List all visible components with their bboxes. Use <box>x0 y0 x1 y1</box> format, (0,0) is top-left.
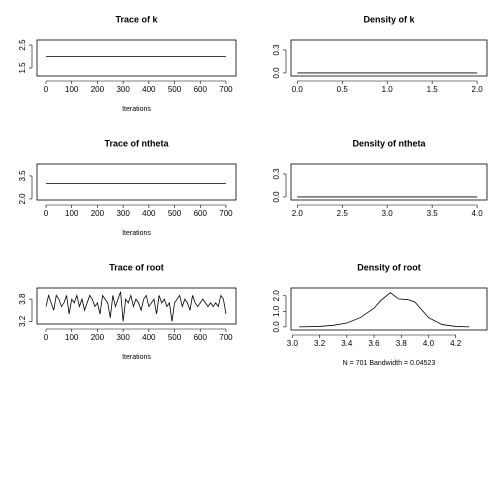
panel-title: Density of ntheta <box>352 138 426 148</box>
data-line <box>299 292 470 328</box>
x-axis-label: N = 701 Bandwidth = 0.04523 <box>343 360 436 367</box>
y-tick-label: 0.3 <box>272 168 281 180</box>
x-axis-label: Iterations <box>122 230 151 237</box>
x-tick-label: 0 <box>44 209 49 218</box>
x-tick-label: 3.8 <box>396 339 408 348</box>
x-tick-label: 500 <box>168 209 182 218</box>
x-tick-label: 2.5 <box>337 209 349 218</box>
y-tick-label: 2.5 <box>18 39 27 51</box>
x-axis-label: Iterations <box>122 106 151 113</box>
plot-box <box>36 39 237 77</box>
x-tick-label: 100 <box>65 209 79 218</box>
panel-title: Trace of root <box>109 262 164 272</box>
x-tick-label: 600 <box>194 85 208 94</box>
y-tick-label: 0.0 <box>272 67 281 79</box>
panel-title: Density of k <box>363 14 415 24</box>
plot-box <box>290 39 488 77</box>
x-tick-label: 300 <box>116 85 130 94</box>
x-tick-label: 3.5 <box>427 209 439 218</box>
x-tick-label: 3.0 <box>287 339 299 348</box>
x-tick-label: 4.0 <box>472 209 484 218</box>
x-tick-label: 500 <box>168 333 182 342</box>
x-tick-label: 300 <box>116 333 130 342</box>
plot-box <box>290 287 488 331</box>
x-tick-label: 3.2 <box>314 339 326 348</box>
panel-title: Trace of ntheta <box>104 138 169 148</box>
y-tick-label: 3.8 <box>18 293 27 305</box>
x-tick-label: 4.2 <box>450 339 462 348</box>
x-tick-label: 700 <box>219 209 233 218</box>
y-tick-label: 3.5 <box>18 170 27 182</box>
y-tick-label: 1.5 <box>18 62 27 74</box>
x-tick-label: 1.5 <box>427 85 439 94</box>
y-tick-label: 2.0 <box>18 193 27 205</box>
x-tick-label: 400 <box>142 333 156 342</box>
y-tick-label: 0.0 <box>272 191 281 203</box>
x-tick-label: 1.0 <box>382 85 394 94</box>
x-tick-label: 200 <box>91 209 105 218</box>
x-tick-label: 700 <box>219 333 233 342</box>
x-tick-label: 0.0 <box>292 85 304 94</box>
plot-box <box>290 163 488 201</box>
y-tick-label: 2.0 <box>272 290 281 302</box>
x-tick-label: 400 <box>142 85 156 94</box>
y-tick-label: 0.0 <box>272 321 281 333</box>
x-tick-label: 600 <box>194 333 208 342</box>
x-tick-label: 2.0 <box>472 85 484 94</box>
data-line <box>45 291 227 322</box>
panel-title: Density of root <box>357 262 421 272</box>
x-tick-label: 2.0 <box>292 209 304 218</box>
x-tick-label: 300 <box>116 209 130 218</box>
x-tick-label: 4.0 <box>423 339 435 348</box>
plot-box <box>36 287 237 325</box>
y-tick-label: 0.3 <box>272 44 281 56</box>
x-tick-label: 0.5 <box>337 85 349 94</box>
x-tick-label: 200 <box>91 85 105 94</box>
x-tick-label: 100 <box>65 85 79 94</box>
x-tick-label: 500 <box>168 85 182 94</box>
x-tick-label: 0 <box>44 85 49 94</box>
x-tick-label: 600 <box>194 209 208 218</box>
x-tick-label: 3.4 <box>341 339 353 348</box>
plot-box <box>36 163 237 201</box>
x-tick-label: 3.6 <box>368 339 380 348</box>
y-tick-label: 1.0 <box>272 305 281 317</box>
x-axis-label: Iterations <box>122 354 151 361</box>
x-tick-label: 3.0 <box>382 209 394 218</box>
x-tick-label: 400 <box>142 209 156 218</box>
x-tick-label: 200 <box>91 333 105 342</box>
panel-title: Trace of k <box>115 14 158 24</box>
y-tick-label: 3.2 <box>18 315 27 327</box>
x-tick-label: 100 <box>65 333 79 342</box>
x-tick-label: 700 <box>219 85 233 94</box>
x-tick-label: 0 <box>44 333 49 342</box>
